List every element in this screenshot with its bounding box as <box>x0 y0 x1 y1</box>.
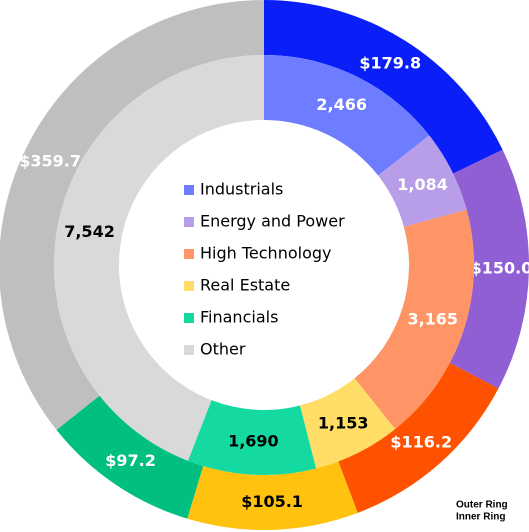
donut-segment <box>53 55 265 461</box>
donut-segment <box>264 0 503 174</box>
data-label: 1,153 <box>318 413 369 432</box>
data-label: 7,542 <box>64 222 115 241</box>
donut-segment <box>354 209 474 430</box>
donut-segment <box>187 400 317 475</box>
data-label: $116.2 <box>390 432 452 451</box>
donut-segment <box>187 461 358 530</box>
data-label: 1,690 <box>228 432 279 451</box>
legend-label: Real Estate <box>200 276 290 295</box>
donut-segment <box>338 362 499 513</box>
donut-segment <box>299 378 396 469</box>
ring-note: Outer Ring <box>456 500 508 511</box>
donut-segment <box>378 135 467 227</box>
data-label: 1,084 <box>397 175 448 194</box>
legend-swatch <box>184 281 194 291</box>
legend-label: Other <box>200 340 246 359</box>
legend-label: Industrials <box>200 180 283 199</box>
data-label: $179.8 <box>359 53 421 72</box>
legend-label: High Technology <box>200 244 331 263</box>
legend-label: Financials <box>200 308 278 327</box>
data-label: 2,466 <box>316 95 367 114</box>
legend-label: Energy and Power <box>200 212 345 231</box>
donut-segment <box>56 395 204 519</box>
data-label: $150.0 <box>471 259 529 278</box>
data-label: $105.1 <box>241 492 303 511</box>
ring-note: Inner Ring <box>456 512 505 523</box>
legend-swatch <box>184 217 194 227</box>
legend-swatch <box>184 313 194 323</box>
data-label: 3,165 <box>407 310 458 329</box>
donut-segment <box>449 149 529 389</box>
legend-swatch <box>184 185 194 195</box>
legend-swatch <box>184 249 194 259</box>
legend-swatch <box>184 345 194 355</box>
donut-segment <box>264 55 430 176</box>
data-label: $97.2 <box>105 451 156 470</box>
data-label: $359.7 <box>19 151 81 170</box>
donut-segment <box>0 0 264 430</box>
